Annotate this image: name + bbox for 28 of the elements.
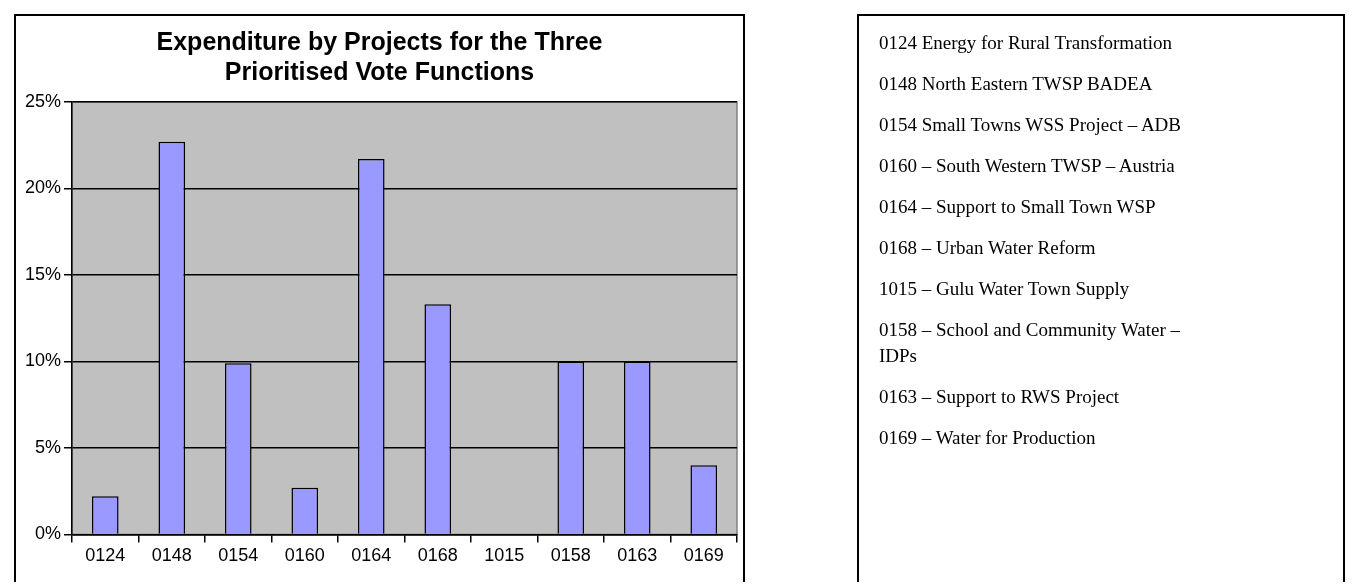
text: 0154 Small Towns WSS Project – ADB	[879, 113, 1182, 137]
text: 1015 – Gulu Water Town Supply	[879, 277, 1131, 301]
x-tick-label: 0148	[151, 545, 192, 566]
text: 0124 Energy for Rural Transformation	[879, 31, 1174, 55]
x-tick-label: 0168	[417, 545, 458, 566]
text: Prioritised Vote Functions	[224, 56, 535, 85]
x-tick-label: 0154	[218, 545, 259, 566]
x-tick-label: 0169	[683, 545, 724, 566]
text: 0168 – Urban Water Reform	[879, 236, 1097, 260]
y-tick-label: 5%	[35, 436, 62, 457]
text: 0160 – South Western TWSP – Austria	[879, 154, 1176, 178]
y-tick-label: 10%	[25, 350, 62, 371]
text: Expenditure by Projects for the Three	[156, 26, 603, 55]
x-tick-label: 0158	[550, 545, 591, 566]
text: 0148 North Eastern TWSP BADEA	[879, 72, 1154, 96]
x-tick-label: 0164	[351, 545, 392, 566]
x-tick-label: 0124	[85, 545, 126, 566]
text: 0158 – School and Community Water – IDPs	[879, 318, 1182, 368]
text: 0164 – Support to Small Town WSP	[879, 195, 1157, 219]
x-tick-label: 0160	[284, 545, 325, 566]
y-tick-label: 0%	[35, 523, 62, 544]
y-tick-label: 15%	[25, 263, 62, 284]
y-tick-label: 20%	[25, 177, 62, 198]
text: 0163 – Support to RWS Project	[879, 385, 1121, 409]
y-tick-label: 25%	[25, 90, 62, 111]
x-tick-label: 0163	[617, 545, 658, 566]
text: 0169 – Water for Production	[879, 426, 1097, 450]
x-tick-label: 1015	[484, 545, 525, 566]
